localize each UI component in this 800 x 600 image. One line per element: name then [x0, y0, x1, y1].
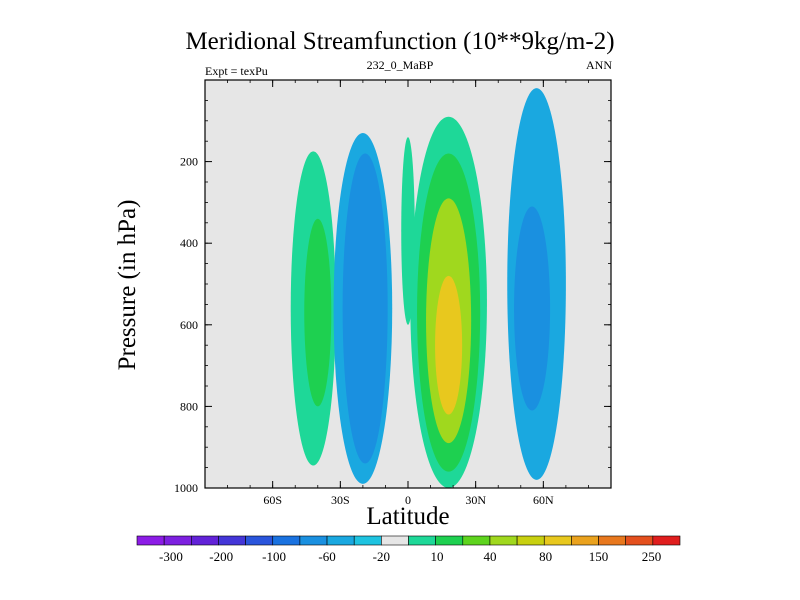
colorbar-label: 80: [539, 549, 552, 564]
y-tick-label: 1000: [174, 481, 198, 495]
colorbar-swatch: [353, 535, 382, 546]
colorbar-label: -200: [209, 549, 233, 564]
colorbar-swatch: [625, 535, 654, 546]
colorbar-label: 150: [589, 549, 609, 564]
colorbar-swatch: [516, 535, 545, 546]
colorbar-label: 250: [642, 549, 662, 564]
x-tick-label: 30S: [331, 493, 350, 507]
colorbar-swatch: [652, 535, 681, 546]
y-tick-label: 600: [180, 318, 198, 332]
colorbar-swatch: [191, 535, 219, 546]
x-tick-label: 60S: [263, 493, 282, 507]
x-tick-label: 30N: [465, 493, 486, 507]
colorbar-label: -100: [262, 549, 286, 564]
colorbar-swatch: [326, 535, 355, 546]
x-tick-label: 60N: [533, 493, 554, 507]
colorbar-swatch: [598, 535, 626, 546]
colorbar-swatch: [381, 535, 409, 546]
x-tick-label: 0: [405, 493, 411, 507]
contour-cell-1: [304, 218, 332, 407]
contour-cell-10: [514, 206, 551, 411]
y-tick-label: 200: [180, 155, 198, 169]
colorbar-swatch: [299, 535, 328, 546]
subtitle-center: 232_0_MaBP: [366, 58, 434, 72]
colorbar-swatch: [272, 535, 301, 546]
colorbar-swatch: [136, 535, 165, 546]
subtitle-left: Expt = texPu: [205, 64, 268, 78]
colorbar-label: -60: [318, 549, 335, 564]
colorbar-swatch: [218, 535, 246, 546]
y-tick-label: 400: [180, 236, 198, 250]
colorbar-swatch: [571, 535, 599, 546]
colorbar-label: 40: [483, 549, 496, 564]
colorbar-swatch: [163, 535, 192, 546]
colorbar-swatch: [245, 535, 274, 546]
colorbar-label: 10: [431, 549, 444, 564]
colorbar-swatch: [543, 535, 572, 546]
x-axis-label: Latitude: [366, 503, 450, 530]
contour-cell-3: [342, 153, 388, 464]
colorbar-swatch: [408, 535, 436, 546]
y-tick-label: 800: [180, 399, 198, 413]
subtitle-right: ANN: [586, 58, 612, 72]
chart-title: Meridional Streamfunction (10**9kg/m-2): [185, 28, 615, 55]
colorbar-label: -20: [373, 549, 390, 564]
contour-cell-8: [435, 275, 463, 415]
colorbar-swatch: [462, 535, 491, 546]
colorbar-label: -300: [159, 549, 183, 564]
colorbar-swatch: [489, 535, 518, 546]
colorbar-swatch: [435, 535, 464, 546]
